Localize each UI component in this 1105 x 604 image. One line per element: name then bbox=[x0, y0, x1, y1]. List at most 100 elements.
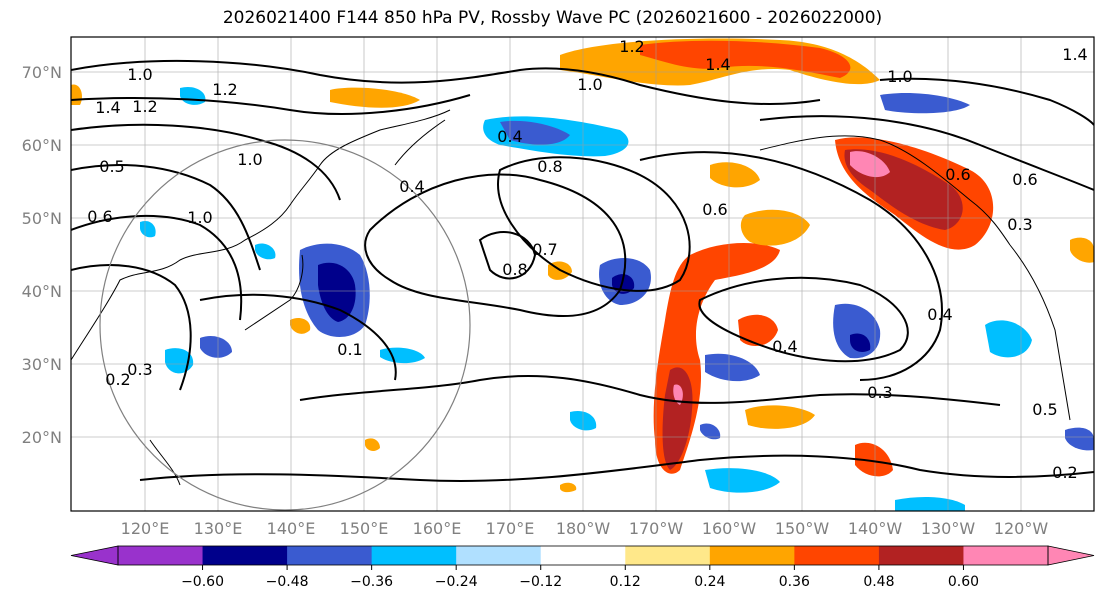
negative-anomaly-subtropical-3 bbox=[985, 320, 1032, 358]
colorbar-segment bbox=[371, 546, 457, 565]
coastlines bbox=[71, 109, 1071, 486]
contour-label: 1.2 bbox=[132, 97, 157, 116]
contour-14 bbox=[759, 115, 1094, 191]
contour-label: 0.6 bbox=[87, 207, 112, 226]
colorbar-tick-label: 0.60 bbox=[948, 574, 979, 590]
contour-label: 0.2 bbox=[105, 370, 130, 389]
contour-6 bbox=[71, 264, 192, 391]
contour-label: 0.4 bbox=[927, 305, 952, 324]
contour-label: 0.6 bbox=[1012, 170, 1037, 189]
negative-anomaly-small-2 bbox=[200, 335, 232, 358]
philippines-coast bbox=[149, 439, 181, 486]
contour-label: 0.8 bbox=[537, 157, 562, 176]
positive-anomaly-ne-pacific bbox=[740, 209, 810, 246]
lon-label: 180°W bbox=[556, 519, 611, 538]
positive-anomaly-small-3 bbox=[855, 442, 893, 477]
contour-9 bbox=[364, 173, 627, 317]
lon-label: 140°W bbox=[848, 519, 903, 538]
contour-label: 1.0 bbox=[887, 67, 912, 86]
negative-anomaly-small-6 bbox=[895, 497, 965, 511]
contour-label: 1.0 bbox=[127, 65, 152, 84]
map-background bbox=[71, 37, 1094, 511]
contour-label: 1.4 bbox=[705, 55, 730, 74]
contour-label: 0.5 bbox=[1032, 400, 1057, 419]
colorbar-tick-label: −0.12 bbox=[519, 574, 562, 590]
negative-anomaly-nw-pacific-core bbox=[318, 262, 356, 322]
lat-label: 20°N bbox=[22, 428, 62, 447]
contour-label: 0.6 bbox=[702, 200, 727, 219]
na-coast bbox=[1009, 244, 1071, 421]
contour-12 bbox=[698, 276, 909, 363]
colorbar-segment bbox=[287, 546, 373, 565]
colorbar-segment bbox=[794, 546, 880, 565]
lat-label: 40°N bbox=[22, 282, 62, 301]
contour-label: 1.4 bbox=[1062, 45, 1087, 64]
colorbar-tick-label: −0.36 bbox=[350, 574, 393, 590]
colorbar-min-extend bbox=[70, 545, 119, 566]
negative-anomaly-small-4 bbox=[255, 243, 276, 260]
contour-label: 0.3 bbox=[127, 360, 152, 379]
japan-coast bbox=[244, 254, 304, 331]
contour-10 bbox=[299, 375, 1001, 406]
contour-11 bbox=[139, 454, 1094, 482]
contour-4 bbox=[71, 164, 261, 271]
positive-anomaly-tongue-peak bbox=[673, 384, 683, 405]
negative-anomaly-alaska-north bbox=[880, 93, 970, 114]
lon-label: 150°E bbox=[340, 519, 389, 538]
colorbar-tick-label: −0.60 bbox=[181, 574, 224, 590]
colorbar-segment bbox=[625, 546, 711, 565]
contour-label: 0.7 bbox=[532, 240, 557, 259]
negative-anomaly-subtropical-1 bbox=[705, 353, 760, 382]
contour-label: 0.2 bbox=[1052, 463, 1077, 482]
positive-anomaly-small-5 bbox=[710, 162, 760, 188]
colorbar-segment bbox=[878, 546, 964, 565]
contour-label: 1.2 bbox=[619, 37, 644, 56]
contour-3 bbox=[71, 123, 341, 201]
contour-label: 0.3 bbox=[1007, 215, 1032, 234]
positive-anomaly-alaska-peak bbox=[850, 151, 890, 178]
positive-anomaly-small-9 bbox=[560, 482, 577, 493]
contour-label: 0.5 bbox=[99, 157, 124, 176]
colorbar-tick-label: −0.24 bbox=[435, 574, 478, 590]
contour-7 bbox=[497, 156, 691, 292]
latitude-labels: 70°N 60°N 50°N 40°N 30°N 20°N bbox=[22, 63, 62, 447]
contour-label: 1.0 bbox=[577, 75, 602, 94]
lat-label: 50°N bbox=[22, 209, 62, 228]
positive-anomaly-small-10 bbox=[365, 438, 380, 452]
contour-label: 1.2 bbox=[212, 80, 237, 99]
colorbar-segment bbox=[540, 546, 626, 565]
contour-label: 0.8 bbox=[502, 260, 527, 279]
contour-label: 1.0 bbox=[187, 208, 212, 227]
lon-label: 130°W bbox=[921, 519, 976, 538]
positive-anomaly-top-core bbox=[640, 40, 851, 78]
colorbar: −0.60 −0.48 −0.36 −0.24 −0.12 0.12 0.24 0.36 0.4… bbox=[70, 545, 1095, 590]
lat-label: 30°N bbox=[22, 355, 62, 374]
contour-2 bbox=[71, 94, 471, 116]
lon-label: 170°E bbox=[486, 519, 535, 538]
range-circle bbox=[99, 139, 471, 511]
asia-coast bbox=[71, 109, 451, 361]
colorbar-segment bbox=[202, 546, 288, 565]
contour-label: 0.6 bbox=[945, 165, 970, 184]
contour-13 bbox=[639, 151, 943, 381]
lat-label: 70°N bbox=[22, 63, 62, 82]
contour-15 bbox=[879, 77, 1094, 126]
colorbar-tick-label: −0.48 bbox=[266, 574, 309, 590]
contour-label: 1.0 bbox=[237, 150, 262, 169]
map-title: 2026021400 F144 850 hPa PV, Rossby Wave … bbox=[222, 8, 883, 28]
lon-label: 150°W bbox=[775, 519, 830, 538]
lon-label: 130°E bbox=[194, 519, 243, 538]
colorbar-frame bbox=[117, 545, 1049, 566]
pv-anomaly-shading bbox=[71, 38, 1094, 511]
colorbar-max-extend bbox=[1047, 545, 1095, 566]
positive-anomaly-tongue-core bbox=[662, 367, 693, 470]
positive-anomaly-small-1 bbox=[738, 314, 778, 346]
pv-contours bbox=[71, 59, 1094, 482]
contour-8 bbox=[478, 231, 537, 280]
negative-anomaly-small-10 bbox=[700, 423, 721, 440]
negative-anomaly-small-9 bbox=[140, 220, 156, 238]
negative-anomaly-north-core bbox=[500, 120, 570, 145]
lon-label: 140°E bbox=[267, 519, 316, 538]
map-panel[interactable]: 1.2 1.4 1.0 1.2 1.4 1.2 1.0 1.0 0.4 0.5 0.6 1.0 0.8 0… bbox=[71, 37, 1094, 511]
